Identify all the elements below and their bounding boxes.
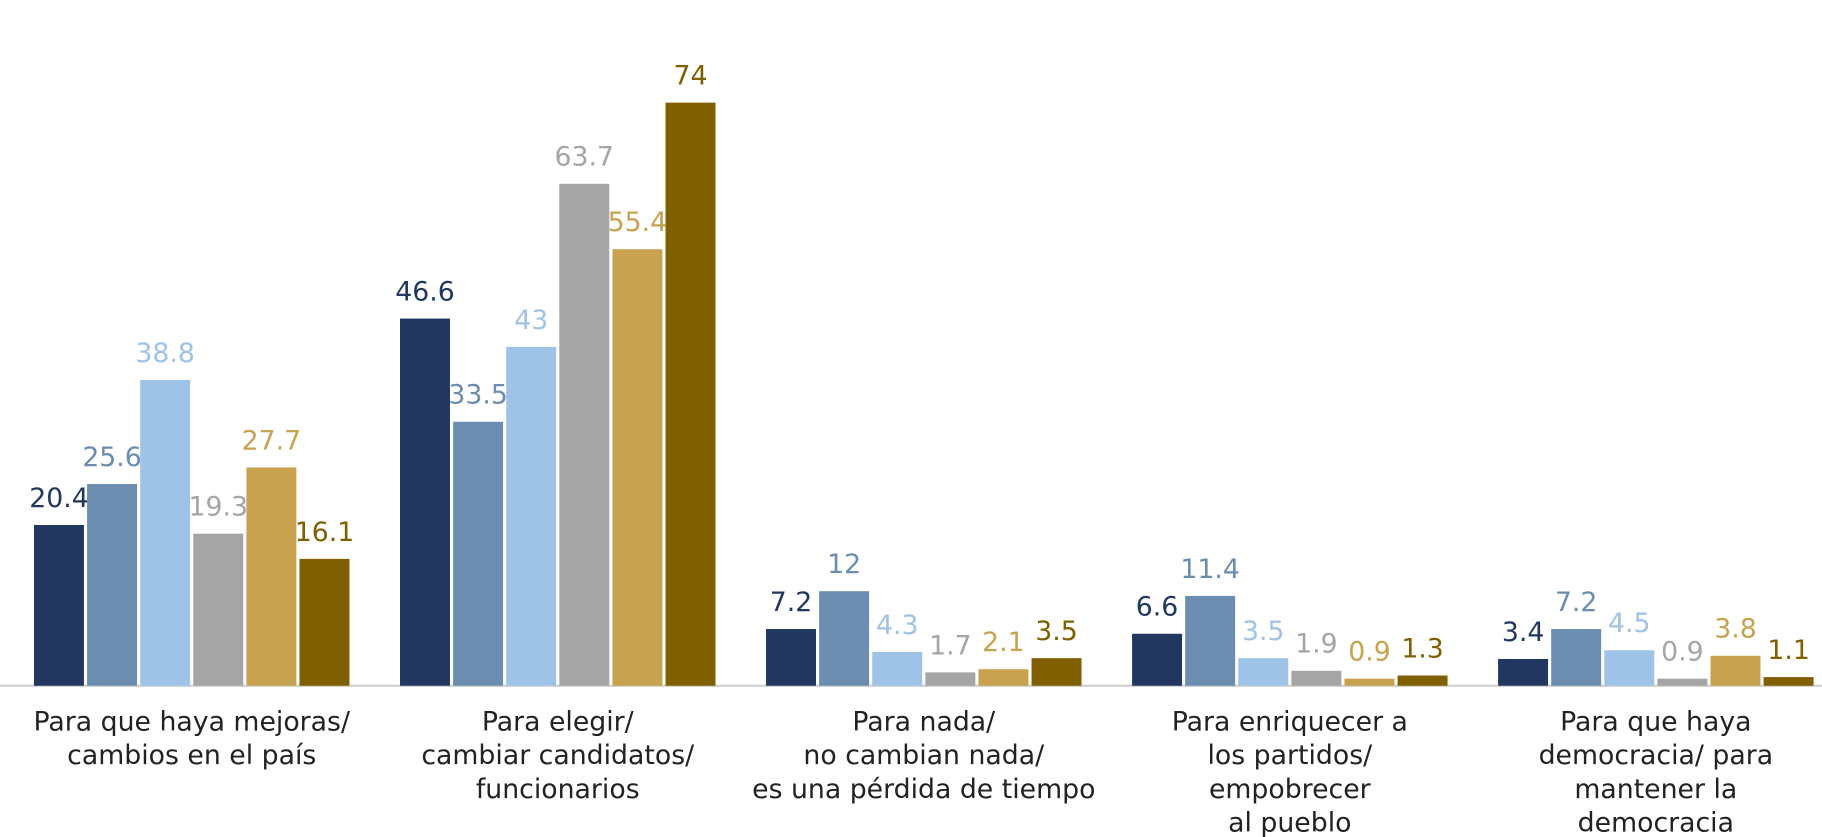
value-label: 11.4 bbox=[1180, 554, 1239, 585]
bar bbox=[1551, 629, 1602, 686]
x-tick-label: es una pérdida de tiempo bbox=[752, 774, 1095, 805]
value-label: 16.1 bbox=[295, 517, 355, 548]
value-label: 1.3 bbox=[1401, 633, 1444, 664]
bar bbox=[559, 183, 610, 686]
bar bbox=[1238, 658, 1289, 686]
x-tick-label: no cambian nada/ bbox=[803, 740, 1044, 771]
x-tick-label: Para que haya bbox=[1560, 706, 1751, 737]
value-label: 7.2 bbox=[1555, 587, 1598, 618]
value-label: 4.5 bbox=[1608, 608, 1651, 639]
bar bbox=[87, 484, 138, 686]
bar bbox=[33, 525, 84, 686]
bar bbox=[612, 249, 663, 686]
value-label: 74 bbox=[674, 61, 708, 92]
value-label: 0.9 bbox=[1348, 637, 1391, 668]
bar bbox=[299, 558, 350, 686]
value-label: 7.2 bbox=[770, 587, 813, 618]
x-tick-label: empobrecer bbox=[1209, 774, 1371, 805]
value-label: 19.3 bbox=[189, 492, 249, 523]
bar bbox=[978, 669, 1029, 686]
x-tick-label: funcionarios bbox=[476, 774, 640, 805]
bar bbox=[1132, 633, 1183, 686]
bar bbox=[193, 533, 244, 686]
bar bbox=[872, 651, 923, 686]
value-label: 1.9 bbox=[1295, 629, 1338, 660]
x-tick-label: democracia bbox=[1578, 808, 1734, 837]
x-tick-label: Para elegir/ bbox=[482, 706, 634, 737]
x-tick-label: democracia/ para bbox=[1539, 740, 1773, 771]
value-label: 6.6 bbox=[1136, 592, 1179, 623]
x-tick-label: Para que haya mejoras/ bbox=[33, 706, 349, 737]
value-label: 3.5 bbox=[1242, 616, 1285, 647]
x-tick-label: Para nada/ bbox=[852, 706, 995, 737]
bar bbox=[1604, 650, 1655, 686]
x-tick-label: cambiar candidatos/ bbox=[421, 740, 694, 771]
value-label: 1.1 bbox=[1767, 635, 1810, 666]
value-label: 4.3 bbox=[876, 610, 919, 641]
bar bbox=[246, 467, 297, 686]
bar bbox=[925, 672, 976, 686]
bar bbox=[1763, 677, 1814, 686]
value-label: 3.8 bbox=[1714, 614, 1757, 645]
bar bbox=[665, 102, 716, 686]
bar bbox=[1291, 670, 1342, 686]
value-label: 43 bbox=[514, 305, 548, 336]
x-tick-label: mantener la bbox=[1574, 774, 1737, 805]
value-label: 1.7 bbox=[929, 630, 972, 661]
bar bbox=[506, 346, 557, 686]
value-label: 3.4 bbox=[1502, 617, 1545, 648]
bar bbox=[453, 421, 504, 686]
value-label: 0.9 bbox=[1661, 637, 1704, 668]
value-label: 63.7 bbox=[555, 142, 615, 173]
value-label: 3.5 bbox=[1035, 616, 1078, 647]
bar bbox=[819, 591, 870, 686]
value-label: 25.6 bbox=[82, 442, 142, 473]
value-label: 55.4 bbox=[608, 207, 667, 238]
bar bbox=[1498, 658, 1549, 686]
x-tick-label: cambios en el país bbox=[67, 740, 316, 771]
x-tick-label: los partidos/ bbox=[1207, 740, 1372, 771]
bar bbox=[766, 629, 817, 686]
bar bbox=[1710, 655, 1761, 686]
bar bbox=[1397, 675, 1448, 686]
bar bbox=[400, 318, 450, 686]
value-label: 38.8 bbox=[135, 338, 194, 369]
value-label: 27.7 bbox=[242, 425, 301, 456]
bar bbox=[140, 380, 191, 686]
x-tick-label: al pueblo bbox=[1228, 808, 1351, 837]
x-tick-label: Para enriquecer a bbox=[1172, 706, 1408, 737]
bar bbox=[1185, 595, 1236, 686]
bar bbox=[1344, 678, 1395, 686]
value-label: 12 bbox=[827, 549, 861, 580]
bar bbox=[1657, 678, 1708, 686]
value-label: 33.5 bbox=[448, 380, 508, 411]
value-label: 2.1 bbox=[982, 627, 1025, 658]
value-label: 20.4 bbox=[29, 483, 89, 514]
bar bbox=[1031, 658, 1082, 686]
value-label: 46.6 bbox=[395, 276, 455, 307]
